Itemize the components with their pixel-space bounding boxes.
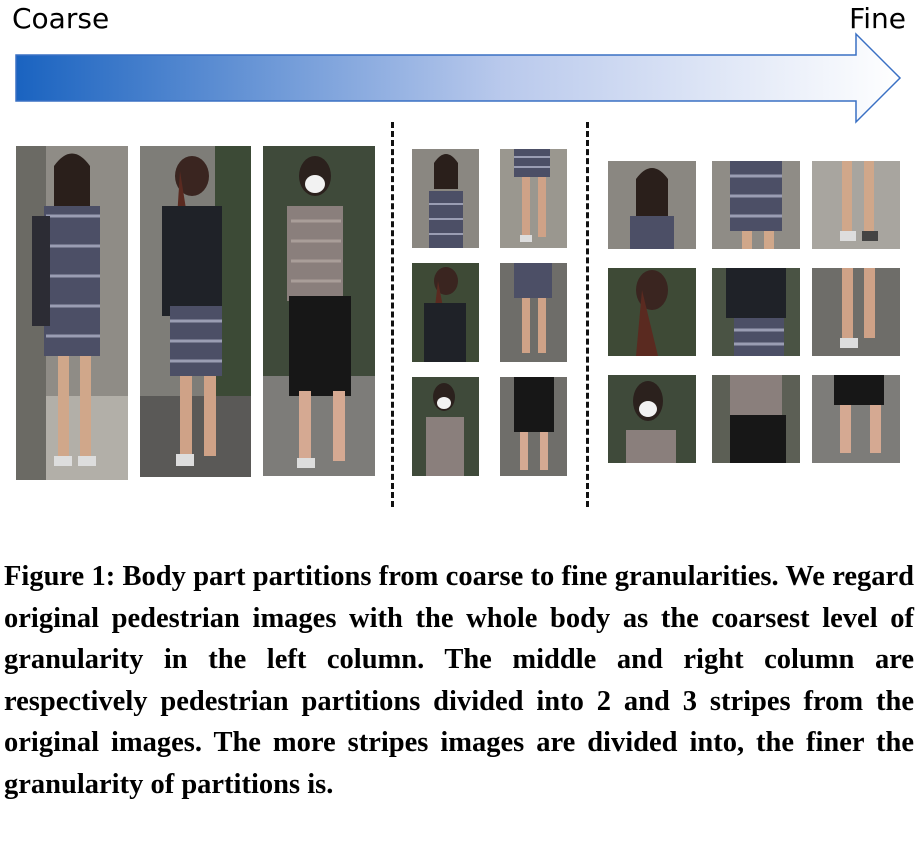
coarse-label: Coarse bbox=[12, 2, 110, 35]
caption-text: Body part partitions from coarse to fine… bbox=[4, 561, 915, 800]
partition-image-3stripe-top-1 bbox=[608, 161, 696, 249]
partition-image-2stripe-lower-3 bbox=[500, 377, 567, 476]
partition-image-3stripe-bottom-1 bbox=[812, 161, 900, 249]
partition-image-2stripe-upper-1 bbox=[412, 149, 479, 248]
partition-image-3stripe-mid-1 bbox=[712, 161, 800, 249]
partition-image-3stripe-top-3 bbox=[608, 375, 696, 463]
pedestrian-image-2 bbox=[140, 146, 251, 477]
partition-image-3stripe-bottom-2 bbox=[812, 268, 900, 356]
column-divider bbox=[391, 122, 394, 507]
caption-label: Figure 1: bbox=[4, 561, 116, 592]
partition-image-2stripe-upper-2 bbox=[412, 263, 479, 362]
partition-image-3stripe-bottom-3 bbox=[812, 375, 900, 463]
pedestrian-image-1 bbox=[16, 146, 128, 480]
partition-image-3stripe-mid-3 bbox=[712, 375, 800, 463]
partition-image-2stripe-upper-3 bbox=[412, 377, 479, 476]
partition-image-2stripe-lower-2 bbox=[500, 263, 567, 362]
partition-image-2stripe-lower-1 bbox=[500, 149, 567, 248]
column-divider bbox=[586, 122, 589, 507]
granularity-arrow-icon bbox=[15, 32, 902, 124]
partition-image-3stripe-top-2 bbox=[608, 268, 696, 356]
fine-label: Fine bbox=[849, 2, 906, 35]
partition-image-3stripe-mid-2 bbox=[712, 268, 800, 356]
figure-caption: Figure 1: Body part partitions from coar… bbox=[4, 556, 914, 805]
pedestrian-image-3 bbox=[263, 146, 375, 476]
